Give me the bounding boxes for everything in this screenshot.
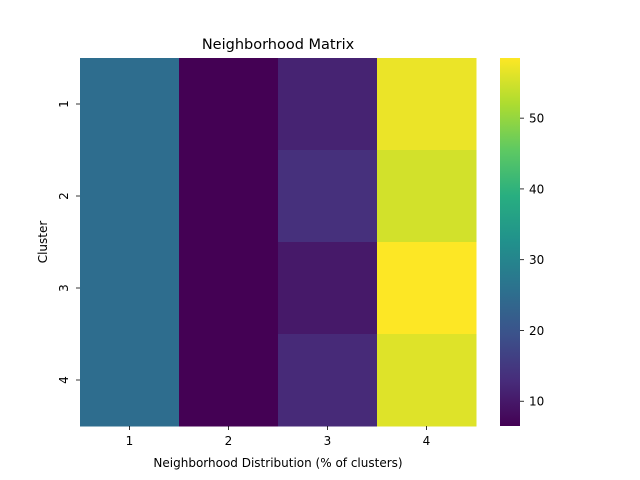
heatmap-cell-r3-c4 [377, 242, 477, 335]
chart-title: Neighborhood Matrix [202, 37, 355, 53]
colorbar-tick-label: 10 [529, 395, 544, 409]
heatmap-cell-r4-c4 [377, 334, 477, 427]
heatmap-cell-r2-c3 [278, 150, 378, 243]
x-tick-label: 4 [423, 434, 431, 448]
heatmap-cell-r4-c3 [278, 334, 378, 427]
x-axis-ticks: 1 2 3 4 [126, 426, 431, 448]
heatmap-cell-r2-c2 [179, 150, 279, 243]
heatmap-cell-r1-c3 [278, 58, 378, 151]
heatmap-cell-r4-c2 [179, 334, 279, 427]
heatmap-cell-r2-c4 [377, 150, 477, 243]
x-axis-label: Neighborhood Distribution (% of clusters… [153, 456, 402, 470]
colorbar-tick-label: 20 [529, 324, 544, 338]
y-tick-label: 3 [57, 284, 71, 292]
heatmap-cell-r1-c2 [179, 58, 279, 151]
y-axis-label: Cluster [36, 221, 50, 264]
heatmap-cell-r3-c2 [179, 242, 279, 335]
y-tick-label: 4 [57, 376, 71, 384]
colorbar-tick-label: 40 [529, 182, 544, 196]
colorbar-tick-label: 50 [529, 112, 544, 126]
colorbar-ticks: 10 20 30 40 50 [520, 112, 544, 409]
heatmap-cell-r1-c1 [80, 58, 180, 151]
y-tick-label: 2 [57, 192, 71, 200]
heatmap-cell-r3-c3 [278, 242, 378, 335]
x-tick-label: 2 [225, 434, 233, 448]
x-tick-label: 1 [126, 434, 134, 448]
x-tick-label: 3 [324, 434, 332, 448]
y-axis-ticks: 1 2 3 4 [57, 100, 80, 384]
heatmap-cell-r3-c1 [80, 242, 180, 335]
heatmap-cell-r1-c4 [377, 58, 477, 151]
heatmap-cell-r4-c1 [80, 334, 180, 427]
colorbar [500, 58, 520, 426]
y-tick-label: 1 [57, 100, 71, 108]
colorbar-tick-label: 30 [529, 253, 544, 267]
heatmap-cell-r2-c1 [80, 150, 180, 243]
heatmap-cells [80, 58, 477, 427]
